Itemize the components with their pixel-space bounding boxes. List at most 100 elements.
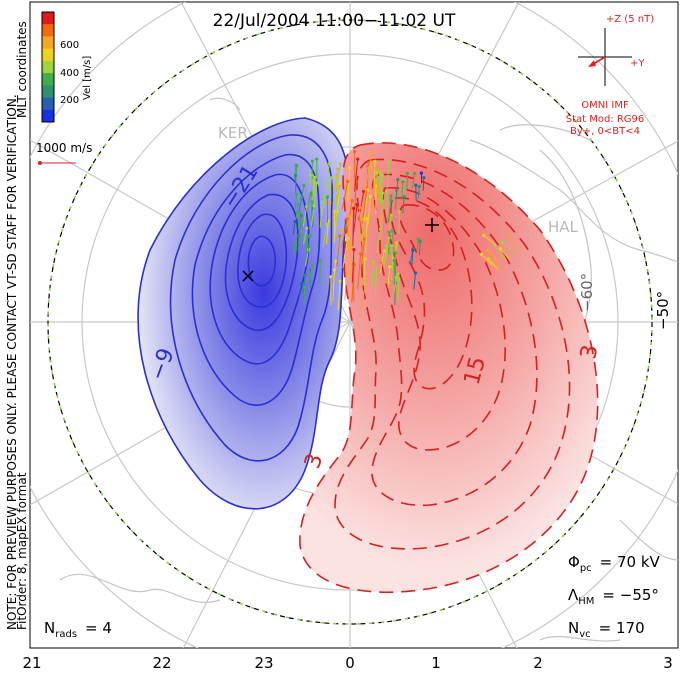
vector-origin (352, 207, 355, 210)
color-scale-segment (42, 85, 54, 98)
vector-origin (353, 150, 356, 153)
vector-origin (295, 164, 298, 167)
vector-origin (486, 249, 489, 252)
vector-origin (329, 275, 332, 278)
vector-origin (396, 178, 399, 181)
plot-title: 22/Jul/2004 11:00−11:02 UT (213, 11, 456, 31)
coords-label: MLT coordinates (15, 21, 29, 118)
vector-origin (411, 249, 414, 252)
vector-origin (499, 247, 502, 250)
latitude-label-60: −60° (578, 273, 596, 312)
vector-origin (387, 237, 390, 240)
vector-origin (340, 228, 343, 231)
vector-origin (370, 151, 373, 154)
vector-origin (338, 185, 341, 188)
vector-origin (418, 185, 421, 188)
fit-order-note: FitOrder: 8, mapEX format (15, 472, 29, 630)
latitude-label-50: −50° (654, 291, 672, 330)
vector-origin (358, 206, 361, 209)
vector-origin (401, 180, 404, 183)
scale-tick-600: 600 (60, 40, 79, 51)
vector-origin (369, 195, 372, 198)
vector-origin (417, 238, 420, 241)
vector-origin (356, 203, 359, 206)
color-scale-segment (42, 24, 54, 37)
vector-origin (304, 274, 307, 277)
vector-origin (309, 173, 312, 176)
vector-origin (379, 173, 382, 176)
vector-origin (303, 286, 306, 289)
mlt-tick-0: 0 (345, 654, 355, 672)
vector-origin (297, 234, 300, 237)
reference-vector-label: 1000 m/s (36, 141, 92, 155)
vector-origin (394, 251, 397, 254)
vector-origin (422, 176, 425, 179)
color-scale-segment (42, 73, 54, 86)
mlt-axis: 21 22 23 0 1 2 3 (22, 654, 672, 672)
scale-tick-400: 400 (60, 68, 79, 79)
mlt-tick-22: 22 (152, 654, 171, 672)
vector-origin (314, 176, 317, 179)
color-scale-segment (42, 12, 54, 25)
vector-origin (506, 234, 509, 237)
vector-origin (420, 171, 423, 174)
color-scale-segment (42, 36, 54, 49)
velocity-vector (419, 241, 420, 255)
vector-origin (413, 172, 416, 175)
vector-origin (295, 193, 298, 196)
vector-origin (352, 248, 355, 251)
vector-origin (349, 241, 352, 244)
velocity-vector (311, 202, 312, 220)
vector-origin (487, 257, 490, 260)
vector-origin (391, 244, 394, 247)
vector-origin (387, 161, 390, 164)
mlt-tick-2: 2 (533, 654, 543, 672)
vector-origin (302, 184, 305, 187)
vector-origin (390, 214, 393, 217)
vector-origin (414, 184, 417, 187)
vector-origin (294, 174, 297, 177)
vector-origin (328, 162, 331, 165)
vector-origin (414, 271, 417, 274)
vector-origin (308, 234, 311, 237)
vector-origin (388, 265, 391, 268)
vector-origin (321, 201, 324, 204)
vector-origin (330, 176, 333, 179)
vector-origin (328, 201, 331, 204)
mlt-tick-23: 23 (254, 654, 273, 672)
color-scale-segment (42, 61, 54, 74)
vector-origin (383, 249, 386, 252)
imf-y-label: +Y (630, 58, 645, 69)
imf-z-label: +Z (5 nT) (606, 14, 654, 25)
vector-origin (346, 180, 349, 183)
vector-origin (311, 264, 314, 267)
vector-origin (298, 211, 301, 214)
vector-origin (390, 194, 393, 197)
vector-origin (338, 234, 341, 237)
vector-origin (319, 259, 322, 262)
velocity-vector (353, 208, 354, 245)
vector-origin (480, 253, 483, 256)
vector-origin (366, 188, 369, 191)
vector-origin (482, 234, 485, 237)
vector-origin (397, 273, 400, 276)
scale-tick-200: 200 (60, 95, 79, 106)
vector-origin (376, 171, 379, 174)
color-scale-segment (42, 98, 54, 111)
vector-origin (326, 195, 329, 198)
vector-origin (339, 163, 342, 166)
vector-origin (363, 257, 366, 260)
vector-origin (310, 200, 313, 203)
vector-origin (500, 240, 503, 243)
vector-origin (395, 246, 398, 249)
vector-origin (293, 220, 296, 223)
station-label-hal: HAL (548, 218, 579, 236)
vector-origin (391, 229, 394, 232)
vector-origin (334, 194, 337, 197)
vector-origin (333, 268, 336, 271)
mlt-tick-3: 3 (663, 654, 673, 672)
vector-origin (374, 167, 377, 170)
vector-origin (359, 252, 362, 255)
station-label-ker: KER (218, 124, 248, 142)
vector-origin (300, 214, 303, 217)
